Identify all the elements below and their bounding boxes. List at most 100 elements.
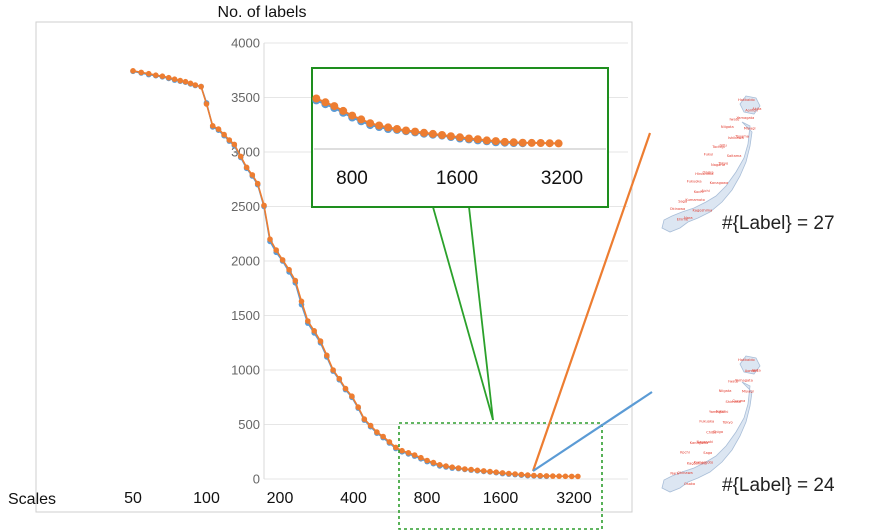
japan-map-shape [661,355,761,493]
data-point [550,473,556,479]
data-point [418,454,424,461]
data-point [305,318,311,324]
data-point [493,469,500,476]
data-point [279,257,286,263]
zoom-data-point [366,119,375,128]
data-point [349,393,355,400]
zoom-data-point [473,135,482,144]
connector-orange [531,132,652,472]
map-label: Kagoshima [693,208,713,212]
map-label: Niigata [721,125,734,129]
y-tick-label: 1000 [231,363,260,378]
map-label: Akita [752,368,761,372]
map-label: Osaka [684,482,695,486]
data-point [159,73,166,79]
map-label: Kumamoto [694,461,713,465]
x-axis-title: Scales [8,491,56,508]
y-tick-label: 2000 [231,254,260,269]
data-point [506,470,512,477]
data-point [556,473,562,480]
zoom-data-point [420,128,428,137]
map-label: Fukui [704,153,713,157]
data-point [386,439,393,445]
map-label: Tokyo [722,420,733,424]
data-point [231,141,238,148]
map-label: Iwate [730,118,741,122]
map-label: Shimane [726,400,743,404]
data-point [215,126,222,132]
data-point [130,68,136,74]
y-tick-label: 4000 [231,36,260,51]
data-point [249,172,256,178]
zoom-series-line-1 [315,97,559,145]
map-label: Fukuoka [699,420,714,424]
zoom-x-tick-label: 3200 [541,168,583,189]
zoom-data-point [402,126,410,135]
data-point [462,466,468,472]
data-point [286,266,292,273]
data-point [355,404,362,410]
data-point [361,416,368,422]
data-point [374,429,380,435]
zoom-data-point [312,94,321,103]
data-point [187,80,194,87]
map-label: Shiga [713,430,723,434]
data-point [138,69,144,76]
x-tick-label: 400 [340,490,367,507]
data-point [182,78,189,85]
data-point [562,473,569,480]
data-point [177,77,183,84]
y-tick-label: 1500 [231,308,260,323]
zoom-inset-plot [312,94,606,150]
map-label: Niigata [719,389,732,393]
zoom-inset-tick-labels: 800 1600 3200 [336,168,583,189]
x-tick-label: 800 [414,490,441,507]
map-label: Gunma [732,399,745,403]
zoom-x-tick-label: 1600 [436,168,478,189]
data-point [468,466,474,473]
data-point [487,468,493,475]
zoom-data-point [518,138,527,147]
map-label: Nara [684,216,693,220]
map-label: Ishikawa [728,136,744,140]
series-layer [130,68,581,480]
data-point [298,298,305,305]
data-point [405,450,412,456]
zoom-data-point [357,115,366,124]
map-label: Toyama [734,134,749,138]
map-label: Saga [678,199,687,203]
zoom-data-point [428,129,437,138]
zoom-data-point [348,111,357,120]
map-top-caption: #{Label} = 27 [722,213,835,234]
data-point [311,328,318,334]
zoom-data-point [545,139,554,148]
data-point [267,236,273,242]
map-label: Saga [703,451,712,455]
map-label: Nagano [711,163,725,167]
data-point [203,101,210,107]
zoom-data-point [411,127,420,136]
data-point [524,472,531,478]
data-point [153,72,159,78]
map-bottom-caption: #{Label} = 24 [722,475,835,496]
zoom-data-point [482,136,491,145]
map-label: Hokkaido [738,98,755,102]
data-point [221,131,227,138]
map-label: Ehime [677,218,689,222]
map-label: Yamagata [735,379,753,383]
map-label: Hiroshima [695,172,713,176]
map-label: Miyagi [742,390,754,394]
data-point [518,471,525,478]
data-point [330,367,336,373]
japan-map-shape [661,95,761,233]
map-label: Nagasaki [697,440,714,444]
data-point [261,202,267,209]
data-point [399,447,405,454]
data-point [575,473,581,480]
data-point [317,338,324,344]
y-tick-label: 3500 [231,90,260,105]
data-point [543,473,550,479]
